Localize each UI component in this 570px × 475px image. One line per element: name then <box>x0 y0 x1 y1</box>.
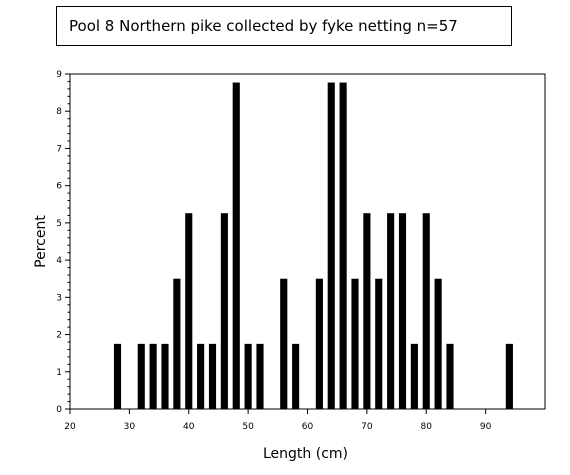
bar <box>327 82 335 410</box>
y-tick-label: 5 <box>56 219 62 229</box>
bar <box>292 343 300 409</box>
x-axis-label: Length (cm) <box>263 446 348 462</box>
bar <box>375 278 383 409</box>
bar <box>339 82 347 410</box>
bar <box>161 343 169 409</box>
y-tick-label: 8 <box>56 107 62 117</box>
bar <box>351 278 359 409</box>
y-tick-label: 3 <box>56 293 62 303</box>
bar <box>434 278 442 409</box>
chart-title: Pool 8 Northern pike collected by fyke n… <box>56 6 512 46</box>
x-tick-label: 80 <box>421 422 433 432</box>
bar <box>185 213 193 409</box>
x-tick-label: 20 <box>64 422 76 432</box>
bar <box>113 343 122 409</box>
y-tick-label: 6 <box>56 182 62 192</box>
y-axis-label: Percent <box>33 215 49 268</box>
bar <box>232 82 240 410</box>
x-tick-label: 70 <box>361 422 373 432</box>
y-tick-label: 0 <box>56 405 62 415</box>
x-tick-label: 90 <box>480 422 492 432</box>
bar <box>422 213 430 409</box>
bar <box>315 278 323 409</box>
x-tick-label: 60 <box>302 422 314 432</box>
bar <box>410 343 418 409</box>
bar <box>244 343 252 409</box>
bar <box>173 278 181 409</box>
x-tick-label: 30 <box>124 422 136 432</box>
x-tick-label: 40 <box>183 422 195 432</box>
bar <box>149 343 157 409</box>
bar <box>220 213 228 409</box>
bar <box>446 343 454 409</box>
bar <box>137 343 145 409</box>
bar <box>197 343 205 409</box>
y-tick-label: 9 <box>56 70 62 80</box>
bar <box>505 343 513 409</box>
bar <box>208 343 217 409</box>
y-tick-label: 1 <box>56 368 62 378</box>
bar <box>398 213 407 409</box>
bar <box>256 343 264 409</box>
x-tick-label: 50 <box>242 422 254 432</box>
y-tick-label: 2 <box>56 331 62 341</box>
bar <box>387 213 395 409</box>
bar <box>363 213 371 409</box>
bar <box>280 278 288 409</box>
y-tick-label: 7 <box>56 144 62 154</box>
y-tick-label: 4 <box>56 256 62 266</box>
